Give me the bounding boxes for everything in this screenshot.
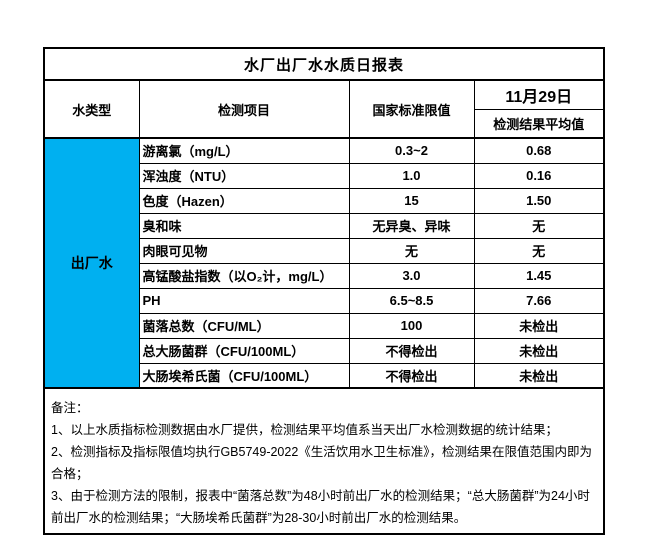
result-cell: 0.16 xyxy=(473,162,605,189)
item-cell: 高锰酸盐指数（以O₂计，mg/L） xyxy=(138,262,350,289)
col-header-date: 11月29日 xyxy=(473,79,605,110)
table-row: 总大肠菌群（CFU/100ML） 不得检出 未检出 xyxy=(44,337,605,364)
standard-cell: 无 xyxy=(348,237,475,264)
item-cell: 色度（Hazen） xyxy=(138,187,350,214)
water-quality-report-table: 水厂出厂水水质日报表 水类型 检测项目 国家标准限值 11月29日 检测结果平均… xyxy=(43,47,606,535)
item-cell: 臭和味 xyxy=(138,212,350,239)
page-title: 水厂出厂水水质日报表 xyxy=(43,47,605,81)
note-item-2: 2、检测指标及指标限值均执行GB5749-2022《生活饮用水卫生标准》，检测结… xyxy=(51,445,593,481)
table-row: 菌落总数（CFU/ML） 100 未检出 xyxy=(44,312,605,339)
note-item-1: 1、以上水质指标检测数据由水厂提供，检测结果平均值系当天出厂水检测数据的统计结果… xyxy=(51,423,558,437)
result-cell: 7.66 xyxy=(473,287,605,314)
result-cell: 1.50 xyxy=(473,187,605,214)
standard-cell: 6.5~8.5 xyxy=(348,287,475,314)
item-cell: 总大肠菌群（CFU/100ML） xyxy=(138,337,350,364)
standard-cell: 3.0 xyxy=(348,262,475,289)
notes-cell: 备注： 1、以上水质指标检测数据由水厂提供，检测结果平均值系当天出厂水检测数据的… xyxy=(43,387,605,535)
standard-cell: 不得检出 xyxy=(348,337,475,364)
table-row: 浑浊度（NTU） 1.0 0.16 xyxy=(44,162,605,189)
item-cell: 肉眼可见物 xyxy=(138,237,350,264)
title-row: 水厂出厂水水质日报表 xyxy=(43,47,605,81)
col-header-standard: 国家标准限值 xyxy=(348,79,475,139)
result-cell: 0.68 xyxy=(473,137,605,164)
table-row: 高锰酸盐指数（以O₂计，mg/L） 3.0 1.45 xyxy=(44,262,605,289)
table-row: 色度（Hazen） 15 1.50 xyxy=(44,187,605,214)
water-type-cell: 出厂水 xyxy=(43,137,140,389)
table-row: 肉眼可见物 无 无 xyxy=(44,237,605,264)
standard-cell: 100 xyxy=(348,312,475,339)
result-cell: 无 xyxy=(473,237,605,264)
item-cell: 游离氯（mg/L） xyxy=(138,137,350,164)
header-row-1: 水类型 检测项目 国家标准限值 11月29日 xyxy=(43,79,605,139)
standard-cell: 15 xyxy=(348,187,475,214)
col-header-item: 检测项目 xyxy=(138,79,350,139)
item-cell: 大肠埃希氏菌（CFU/100ML） xyxy=(138,362,350,389)
note-item-3: 3、由于检测方法的限制，报表中“菌落总数”为48小时前出厂水的检测结果；“总大肠… xyxy=(51,489,590,525)
header-row-2: 检测结果平均值 xyxy=(44,108,605,139)
table-row: 出厂水 游离氯（mg/L） 0.3~2 0.68 xyxy=(43,137,605,389)
standard-cell: 1.0 xyxy=(348,162,475,189)
standard-cell: 不得检出 xyxy=(348,362,475,389)
item-cell: PH xyxy=(138,287,350,314)
col-header-result-average: 检测结果平均值 xyxy=(473,108,605,139)
table-row: 大肠埃希氏菌（CFU/100ML） 不得检出 未检出 xyxy=(44,362,605,389)
table-row: 臭和味 无异臭、异味 无 xyxy=(44,212,605,239)
result-cell: 1.45 xyxy=(473,262,605,289)
col-header-water-type: 水类型 xyxy=(43,79,140,139)
standard-cell: 无异臭、异味 xyxy=(348,212,475,239)
notes-row: 备注： 1、以上水质指标检测数据由水厂提供，检测结果平均值系当天出厂水检测数据的… xyxy=(43,387,605,535)
result-cell: 未检出 xyxy=(473,312,605,339)
item-cell: 菌落总数（CFU/ML） xyxy=(138,312,350,339)
table-row: PH 6.5~8.5 7.66 xyxy=(44,287,605,314)
result-cell: 未检出 xyxy=(473,362,605,389)
result-cell: 无 xyxy=(473,212,605,239)
standard-cell: 0.3~2 xyxy=(348,137,475,164)
result-cell: 未检出 xyxy=(473,337,605,364)
item-cell: 浑浊度（NTU） xyxy=(138,162,350,189)
notes-label: 备注： xyxy=(51,401,89,415)
